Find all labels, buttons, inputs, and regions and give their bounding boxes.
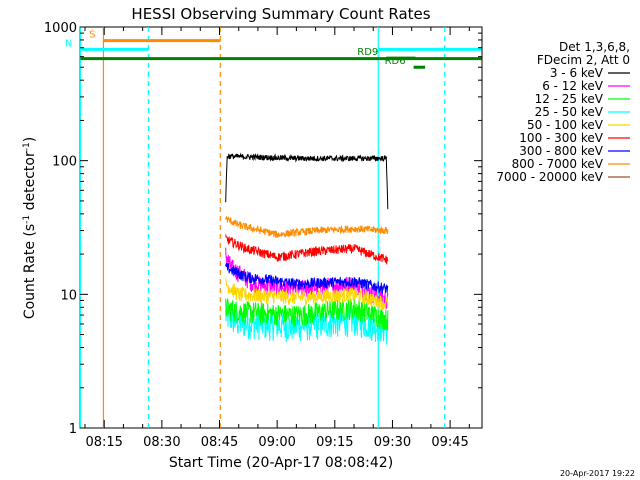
- legend-label: 25 - 50 keV: [535, 105, 604, 119]
- x-tick-label: 09:15: [316, 435, 353, 450]
- legend: Det 1,3,6,8, FDecim 2, Att 0 3 - 6 keV6 …: [496, 40, 630, 184]
- y-label-close: ): [22, 137, 38, 142]
- chart-title: HESSI Observing Summary Count Rates: [131, 5, 430, 23]
- series-line: [225, 216, 389, 239]
- legend-label: 800 - 7000 keV: [512, 157, 604, 171]
- legend-header-line-2: FDecim 2, Att 0: [537, 53, 630, 67]
- y-axis-label: Count Rate (s-1 detector-1): [22, 137, 38, 319]
- y-tick-label: 1: [69, 422, 77, 437]
- y-label-tail: detector: [22, 151, 38, 215]
- observing-flag-bars: S N RD9 RD6: [65, 30, 482, 69]
- legend-label: 300 - 800 keV: [519, 144, 603, 158]
- series-line: [225, 298, 389, 331]
- observing-flag-label: RD6: [385, 56, 406, 67]
- series-line: [225, 234, 389, 265]
- x-tick-label: 08:15: [85, 435, 122, 450]
- x-axis-label: Start Time (20-Apr-17 08:08:42): [169, 455, 393, 471]
- y-tick-label: 100: [52, 155, 77, 170]
- y-label-main: Count Rate (s: [22, 224, 38, 319]
- footer-date: 20-Apr-2017 19:22: [560, 469, 635, 478]
- x-axis: 08:15 08:30 08:45 09:00 09:15 09:30 09:45: [84, 27, 470, 450]
- observing-flag-label: RD9: [357, 47, 378, 58]
- series-line: [225, 278, 389, 311]
- series-line: [225, 262, 389, 294]
- observing-flag-label: S: [89, 30, 95, 41]
- legend-label: 100 - 300 keV: [519, 131, 603, 145]
- x-tick-label: 09:45: [431, 435, 468, 450]
- legend-label: 12 - 25 keV: [535, 92, 604, 106]
- legend-header-line-1: Det 1,3,6,8,: [559, 40, 630, 54]
- legend-label: 3 - 6 keV: [550, 66, 604, 80]
- x-tick-label: 09:30: [374, 435, 411, 450]
- series-lines: [225, 152, 389, 345]
- observing-flag-label: N: [65, 38, 72, 49]
- legend-label: 6 - 12 keV: [542, 79, 604, 93]
- plot-frame: [79, 26, 483, 429]
- y-tick-label: 1000: [44, 21, 77, 36]
- x-tick-label: 08:30: [143, 435, 180, 450]
- legend-label: 7000 - 20000 keV: [496, 170, 603, 184]
- series-line: [225, 152, 389, 210]
- y-label-sup: -1: [22, 215, 32, 224]
- x-tick-label: 09:00: [258, 435, 295, 450]
- y-axis: 1 10 100 1000: [44, 21, 482, 437]
- observing-boundary-lines: [79, 27, 446, 428]
- y-tick-label: 10: [60, 288, 77, 303]
- x-tick-label: 08:45: [201, 435, 238, 450]
- y-label-tail-sup: -1: [22, 142, 32, 151]
- legend-label: 50 - 100 keV: [527, 118, 604, 132]
